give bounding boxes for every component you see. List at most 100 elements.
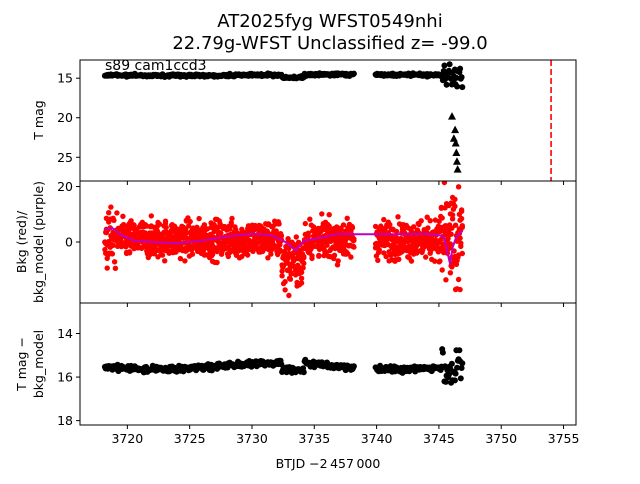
y-tick-label: 20 <box>57 110 73 125</box>
bkg-point <box>408 258 415 264</box>
tmag-point <box>458 74 465 81</box>
bkg-model-line <box>104 227 464 265</box>
bkg-point <box>458 240 464 246</box>
chart-title-line1: AT2025fyg WFST0549nhi <box>217 11 442 32</box>
bkg-point <box>326 223 332 229</box>
bkg-point <box>447 241 454 247</box>
bkg-point <box>278 233 285 239</box>
bkg-point <box>441 227 448 234</box>
panel-bkg-ylabel-line2: bkg_model (purple) <box>31 181 46 303</box>
bkg-point <box>245 252 251 258</box>
tmag-point <box>443 81 450 88</box>
bkg-point <box>452 222 459 228</box>
bkg-point <box>114 210 120 216</box>
bkg-point <box>298 275 305 281</box>
bkg-point <box>457 235 463 241</box>
x-axis-label: BTJD −2 457 000 <box>276 456 381 471</box>
bkg-point <box>459 250 465 257</box>
tmag-bkg-point <box>350 363 357 370</box>
bkg-point <box>301 255 307 261</box>
tmag-bkg-point <box>454 364 461 371</box>
bkg-point <box>250 248 256 254</box>
bkg-point <box>348 254 354 260</box>
x-tick-label: 3720 <box>111 431 143 446</box>
bkg-point <box>285 255 291 262</box>
panel-tmag-annotation: s89 cam1ccd3 <box>105 58 207 74</box>
chart-title-line2: 22.79g-WFST Unclassified z= -99.0 <box>172 33 487 54</box>
panel-tmag-bkg-ylabel-line1: T mag − <box>14 337 29 392</box>
tmag-bkg-point <box>300 369 307 376</box>
bkg-point <box>338 226 344 233</box>
bkg-point <box>162 258 168 264</box>
bkg-point <box>286 292 292 299</box>
bkg-point <box>301 260 307 266</box>
bkg-point <box>285 236 291 242</box>
tmag-bkg-point <box>459 360 466 367</box>
bkg-point <box>288 270 294 276</box>
bkg-point <box>214 259 220 266</box>
tmag-bkg-point <box>448 360 455 367</box>
bkg-point <box>396 256 402 262</box>
bkg-point <box>427 218 433 224</box>
bkg-point <box>111 259 118 265</box>
bkg-point <box>279 273 285 279</box>
bkg-point <box>218 230 224 236</box>
bkg-point <box>302 220 308 227</box>
bkg-point <box>383 253 389 260</box>
bkg-point <box>376 247 382 253</box>
bkg-point <box>411 224 417 230</box>
bkg-point <box>331 252 338 258</box>
bkg-point <box>300 265 306 271</box>
bkg-point <box>214 248 220 255</box>
tmag-bkg-point <box>458 365 465 371</box>
panel-bkg: 0 20 Bkg (red)/ bkg_model (purple) <box>14 179 577 304</box>
bkg-point <box>432 258 438 264</box>
bkg-point <box>458 207 465 213</box>
upper-limit-triangle <box>452 157 461 165</box>
bkg-point <box>381 216 387 223</box>
panel-tmag-ylabel: T mag <box>31 100 46 140</box>
bkg-point <box>443 277 449 283</box>
bkg-point <box>131 222 137 228</box>
bkg-point <box>187 218 193 225</box>
upper-limit-triangle <box>449 134 458 142</box>
bkg-point <box>148 213 154 219</box>
bkg-point <box>104 265 110 271</box>
bkg-point <box>344 215 350 221</box>
bkg-point <box>156 221 163 227</box>
x-axis: 3720 3725 3730 3735 3740 3745 3750 3755 <box>111 181 579 446</box>
x-tick-label: 3735 <box>298 431 330 446</box>
tmag-bkg-point <box>457 375 464 382</box>
bkg-point <box>449 225 455 231</box>
tmag-point <box>454 83 461 90</box>
bkg-point <box>449 264 455 270</box>
tmag-bkg-point <box>445 371 452 378</box>
panel-tmag-bkg-ylabel-line2: bkg_model <box>31 330 46 398</box>
bkg-point <box>309 255 315 262</box>
bkg-point <box>120 213 126 219</box>
upper-limit-triangle <box>451 139 460 147</box>
bkg-point <box>126 249 133 255</box>
bkg-point <box>457 286 463 293</box>
upper-limit-triangle <box>448 112 456 120</box>
bkg-point <box>449 216 456 222</box>
bkg-point <box>260 248 266 255</box>
bkg-point <box>108 204 114 210</box>
bkg-point <box>287 276 294 282</box>
bkg-point <box>209 251 216 257</box>
bkg-point <box>186 223 192 229</box>
bkg-point <box>268 251 274 257</box>
upper-limit-triangle <box>451 125 460 134</box>
bkg-point <box>298 280 305 286</box>
bkg-point <box>349 224 356 230</box>
bkg-point <box>452 196 458 202</box>
tmag-point <box>457 65 464 72</box>
x-tick-label: 3725 <box>174 431 206 446</box>
tmag-bkg-point <box>451 377 458 384</box>
bkg-point <box>293 234 299 240</box>
y-tick-label: 18 <box>57 413 73 428</box>
tmag-bkg-point <box>452 370 459 377</box>
bkg-point <box>307 216 313 222</box>
y-tick-label: 14 <box>57 326 73 341</box>
